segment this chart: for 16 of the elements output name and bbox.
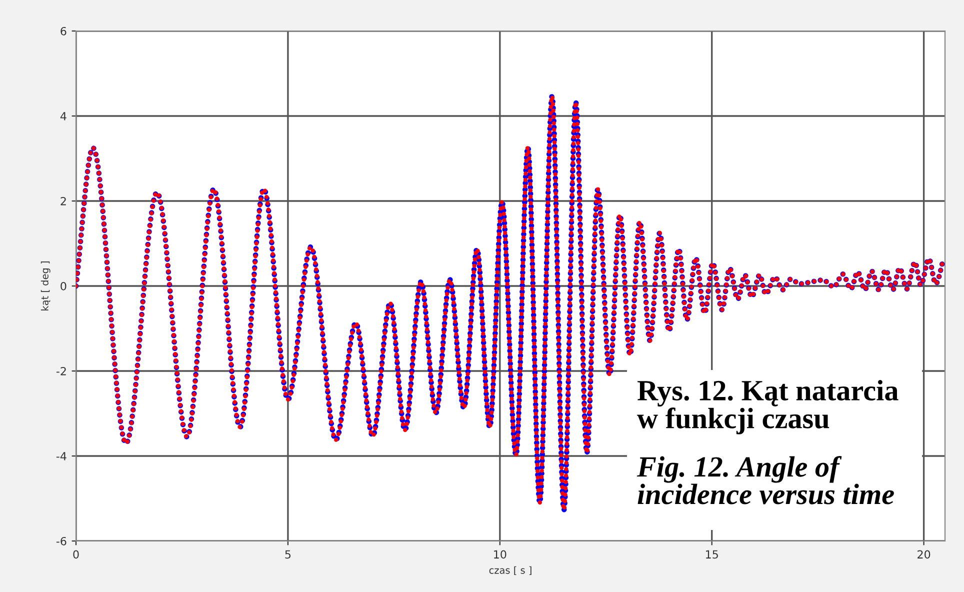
annotation: Fig. 12. Angle of incidence versus time bbox=[636, 456, 894, 504]
x-tick-label: 5 bbox=[285, 550, 291, 559]
x-axis-title: czas [ s ] bbox=[489, 566, 532, 576]
x-tick-label: 0 bbox=[73, 550, 79, 559]
y-tick-label: 6 bbox=[60, 26, 66, 36]
x-tick-label: 15 bbox=[706, 550, 718, 559]
y-tick-label: 4 bbox=[60, 112, 66, 120]
y-tick-label: 0 bbox=[60, 282, 66, 290]
y-tick-label: -2 bbox=[56, 366, 66, 376]
annotation: Rys. 12. Kąt natarcia w funkcji czasu bbox=[637, 380, 898, 434]
y-tick-label: -4 bbox=[56, 452, 66, 460]
x-tick-label: 10 bbox=[494, 550, 506, 559]
x-tick-label: 20 bbox=[918, 550, 930, 559]
y-tick-label: 2 bbox=[60, 196, 66, 206]
y-tick-label: -6 bbox=[56, 536, 66, 546]
y-axis-title: kąt [ deg ] bbox=[40, 262, 50, 310]
